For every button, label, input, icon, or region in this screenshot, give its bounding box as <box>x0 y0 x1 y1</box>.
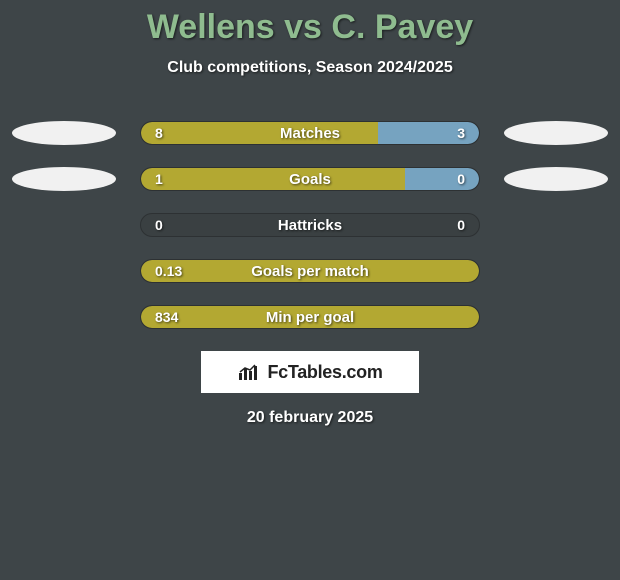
stat-rows: Matches83 Goals10 Hattricks0 0 Goals per mat… <box>0 121 620 329</box>
stat-row: Goals10 <box>0 167 620 191</box>
bar-left-fill <box>141 306 479 328</box>
bar-left-fill <box>141 260 479 282</box>
subtitle: Club competitions, Season 2024/2025 <box>0 59 620 77</box>
stats-comparison: Wellens vs C. Pavey Club competitions, S… <box>0 0 620 427</box>
stat-value-left: 0 <box>155 214 163 236</box>
player-avatar-left <box>12 213 116 237</box>
stat-bar: Goals per match0.13 <box>140 259 480 283</box>
player-avatar-right <box>504 167 608 191</box>
stat-bar: Hattricks0 0 <box>140 213 480 237</box>
player-avatar-left <box>12 259 116 283</box>
logo-text: FcTables.com <box>267 362 382 383</box>
stat-row: Min per goal834 <box>0 305 620 329</box>
bar-left-fill <box>141 122 378 144</box>
page-title: Wellens vs C. Pavey <box>0 8 620 47</box>
date-text: 20 february 2025 <box>0 409 620 427</box>
player-avatar-right <box>504 121 608 145</box>
stat-bar: Matches83 <box>140 121 480 145</box>
player-avatar-right <box>504 259 608 283</box>
stat-value-right: 0 <box>457 214 465 236</box>
player-avatar-left <box>12 121 116 145</box>
stat-row: Hattricks0 0 <box>0 213 620 237</box>
stat-bar: Min per goal834 <box>140 305 480 329</box>
stat-bar: Goals10 <box>140 167 480 191</box>
player-avatar-left <box>12 305 116 329</box>
bar-right-fill <box>378 122 479 144</box>
player-avatar-right <box>504 213 608 237</box>
fctables-logo[interactable]: FcTables.com <box>201 351 419 393</box>
stat-row: Goals per match0.13 <box>0 259 620 283</box>
bar-left-fill <box>141 168 405 190</box>
player-avatar-right <box>504 305 608 329</box>
bar-right-fill <box>405 168 479 190</box>
stat-label: Hattricks <box>141 214 479 236</box>
stat-row: Matches83 <box>0 121 620 145</box>
chart-icon <box>237 363 261 381</box>
player-avatar-left <box>12 167 116 191</box>
